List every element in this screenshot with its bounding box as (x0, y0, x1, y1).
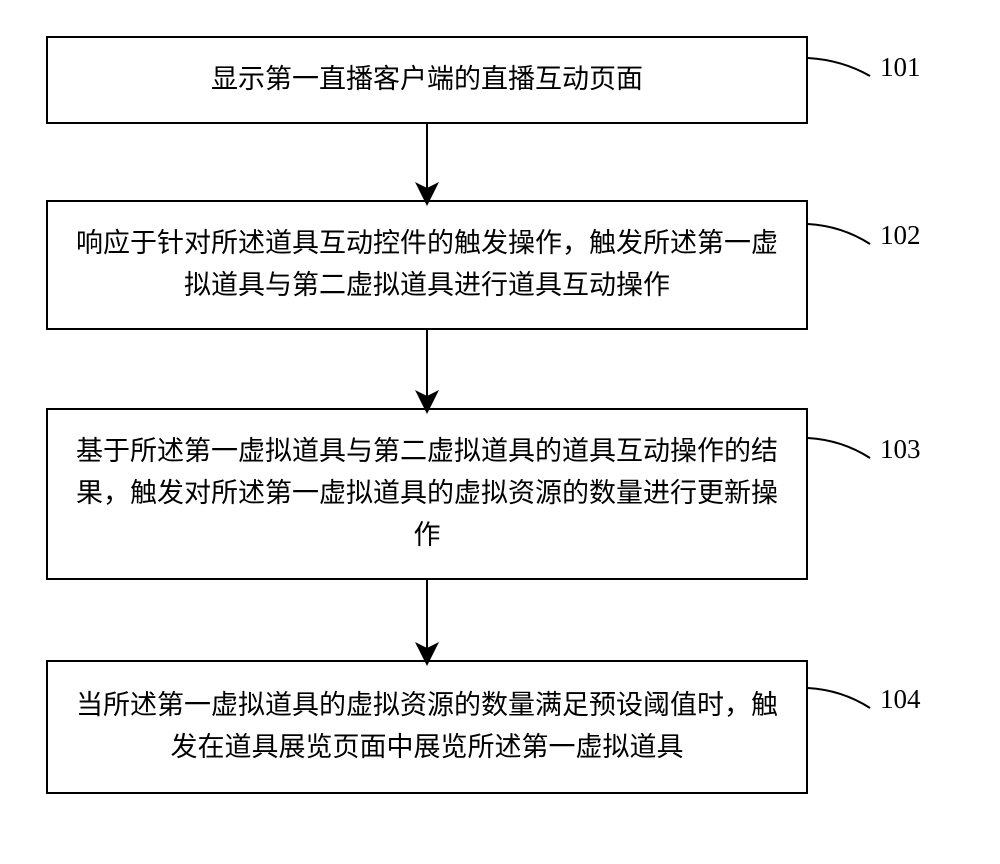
arrow-103-104 (0, 0, 1000, 864)
flowchart-canvas: 显示第一直播客户端的直播互动页面 101 响应于针对所述道具互动控件的触发操作，… (0, 0, 1000, 864)
